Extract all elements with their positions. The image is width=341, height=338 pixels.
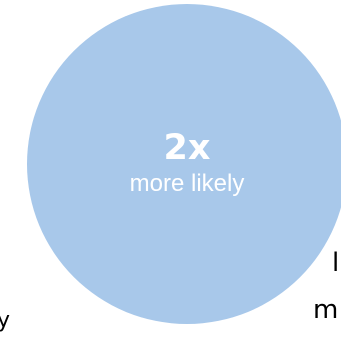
stat-value: 2x bbox=[163, 128, 211, 168]
cropped-text-right-bottom: m bbox=[313, 295, 339, 325]
cropped-text-right-middle: l bbox=[332, 248, 340, 278]
stat-circle bbox=[27, 4, 341, 324]
cropped-text-left-bottom: y bbox=[0, 308, 11, 333]
stat-caption: more likely bbox=[129, 170, 245, 197]
stat-text-group: 2x more likely bbox=[27, 128, 341, 198]
